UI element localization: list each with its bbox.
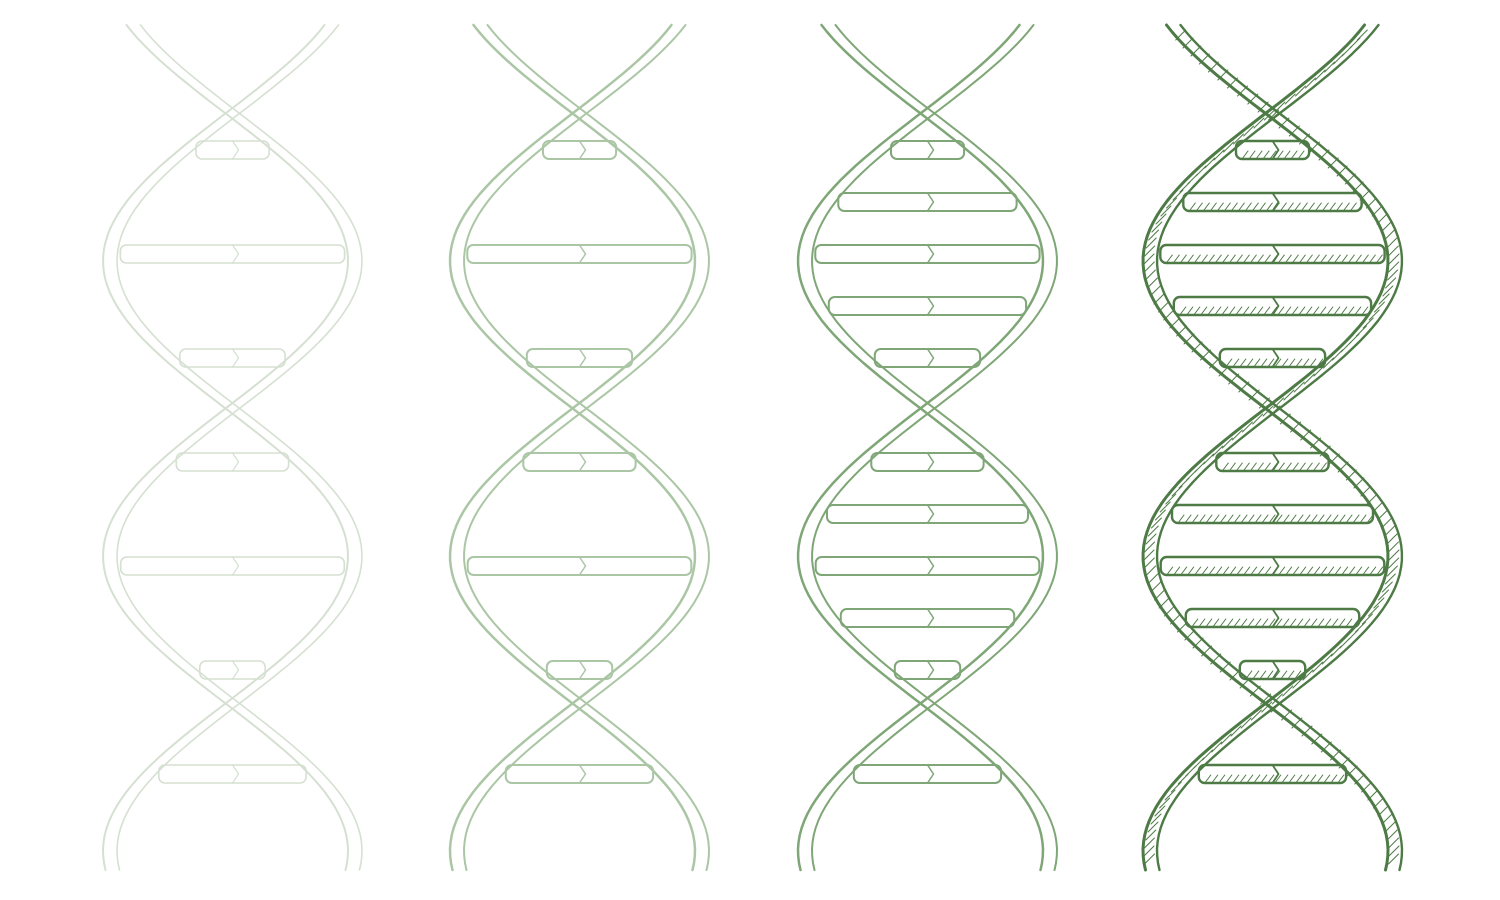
helix-strand-edge xyxy=(463,24,710,871)
helix-strand-edge xyxy=(1155,23,1404,872)
helix-strand-edge xyxy=(463,24,710,871)
helix-strand-edge xyxy=(448,23,697,872)
base-pair-rung xyxy=(504,764,655,784)
stage-3-full-outline xyxy=(796,23,1058,872)
base-pair-rung xyxy=(1215,451,1330,473)
base-pair-rung xyxy=(466,244,693,264)
helix-strand-edge xyxy=(1155,23,1404,872)
base-pair-rung xyxy=(1218,347,1327,369)
stage-4-shaded-drawing xyxy=(1141,23,1404,872)
base-pair-rung xyxy=(545,660,614,680)
base-pair-rung xyxy=(175,452,290,472)
base-pair-rung xyxy=(1184,607,1361,629)
base-pair-rung xyxy=(119,556,346,576)
stage-2-light-outline xyxy=(448,23,710,872)
base-pair-rung xyxy=(1197,763,1348,785)
base-pair-rung xyxy=(839,608,1016,628)
base-pair-rung xyxy=(893,660,962,680)
base-pair-rung xyxy=(1172,295,1373,317)
base-pair-rung xyxy=(525,348,634,368)
base-pair-rung xyxy=(1159,555,1386,577)
base-pair-rung xyxy=(158,764,307,784)
strand-hatching xyxy=(1143,29,1400,865)
base-pair-rung xyxy=(1238,659,1307,681)
helix-strand-edge xyxy=(796,23,1045,872)
helix-strand-edge xyxy=(116,24,363,871)
helix-strand-edge xyxy=(796,23,1045,872)
base-pair-rung xyxy=(119,244,346,264)
helix-strand-edge xyxy=(448,23,697,872)
base-pair-rung xyxy=(873,348,982,368)
base-pair-rung xyxy=(1159,243,1386,265)
base-pair-rung xyxy=(466,556,693,576)
helix-strand-edge xyxy=(102,24,349,871)
base-pair-rung xyxy=(195,140,270,160)
helix-strand-edge xyxy=(811,24,1058,871)
helix-strand-edge xyxy=(116,24,363,871)
base-pair-rung xyxy=(827,296,1028,316)
helix-strand-edge xyxy=(1141,23,1390,872)
stage-1-faint-sketch xyxy=(102,24,363,871)
base-pair-rung xyxy=(870,452,985,472)
base-pair-rung xyxy=(814,244,1041,264)
helix-strand-edge xyxy=(1141,23,1390,872)
base-pair-rung xyxy=(199,660,267,680)
base-pair-rung xyxy=(1234,139,1312,161)
base-pair-rung xyxy=(1182,191,1364,213)
base-pair-rung xyxy=(814,556,1041,576)
base-pair-rung xyxy=(179,348,286,368)
base-pair-rung xyxy=(837,192,1018,212)
base-pair-rung xyxy=(890,140,966,160)
helix-strand-edge xyxy=(102,24,349,871)
base-pair-rung xyxy=(852,764,1003,784)
base-pair-rung xyxy=(542,140,618,160)
helix-strand-edge xyxy=(811,24,1058,871)
base-pair-rung xyxy=(1170,503,1375,525)
base-pair-rung xyxy=(826,504,1029,524)
base-pair-rung xyxy=(522,452,637,472)
